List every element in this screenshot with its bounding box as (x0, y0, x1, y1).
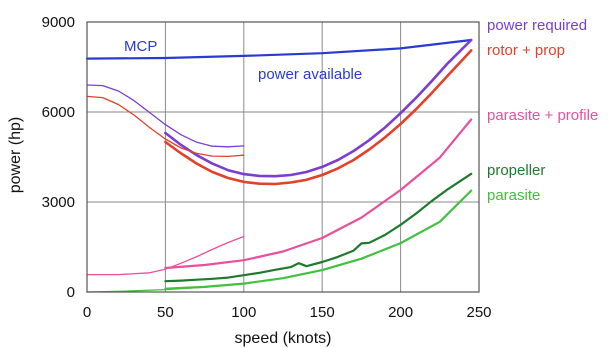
series-labels: power required rotor + prop parasite + pro… (124, 17, 598, 204)
legend-label-paraprof: parasite + profile (487, 107, 598, 124)
x-tick-label: 200 (388, 304, 413, 321)
y-tick-label: 6000 (42, 104, 75, 121)
series-line-prop (164, 172, 473, 283)
series-line-preq_lo (86, 84, 245, 148)
y-axis-label: power (hp) (7, 117, 24, 193)
plot-frame (86, 21, 480, 293)
series-line-preq (164, 38, 473, 178)
series-line-rotor (164, 49, 473, 186)
legend-label-preq: power required (487, 17, 587, 34)
annotation-1: power available (258, 66, 362, 83)
y-tick-label: 0 (67, 284, 75, 301)
series-line-paraprof (164, 118, 473, 270)
series-line-rotor_lo (86, 95, 245, 158)
series-line-mcp (85, 38, 473, 60)
legend-label-prop: propeller (487, 162, 545, 179)
legend-label-rotor: rotor + prop (487, 42, 565, 59)
series-group (85, 38, 473, 293)
series-line-paraprof_lo (86, 235, 245, 276)
plot-border (86, 21, 480, 293)
x-tick-label: 0 (83, 304, 91, 321)
tick-labels: 0 50 100 150 200 250 0 3000 6000 9000 (42, 14, 492, 321)
x-tick-label: 100 (231, 304, 256, 321)
x-axis-label: speed (knots) (235, 330, 332, 347)
legend-label-para: parasite (487, 187, 540, 204)
y-tick-label: 3000 (42, 194, 75, 211)
x-tick-label: 150 (310, 304, 335, 321)
x-tick-label: 50 (157, 304, 174, 321)
y-tick-label: 9000 (42, 14, 75, 31)
annotation-0: MCP (124, 38, 157, 55)
x-tick-label: 250 (466, 304, 491, 321)
